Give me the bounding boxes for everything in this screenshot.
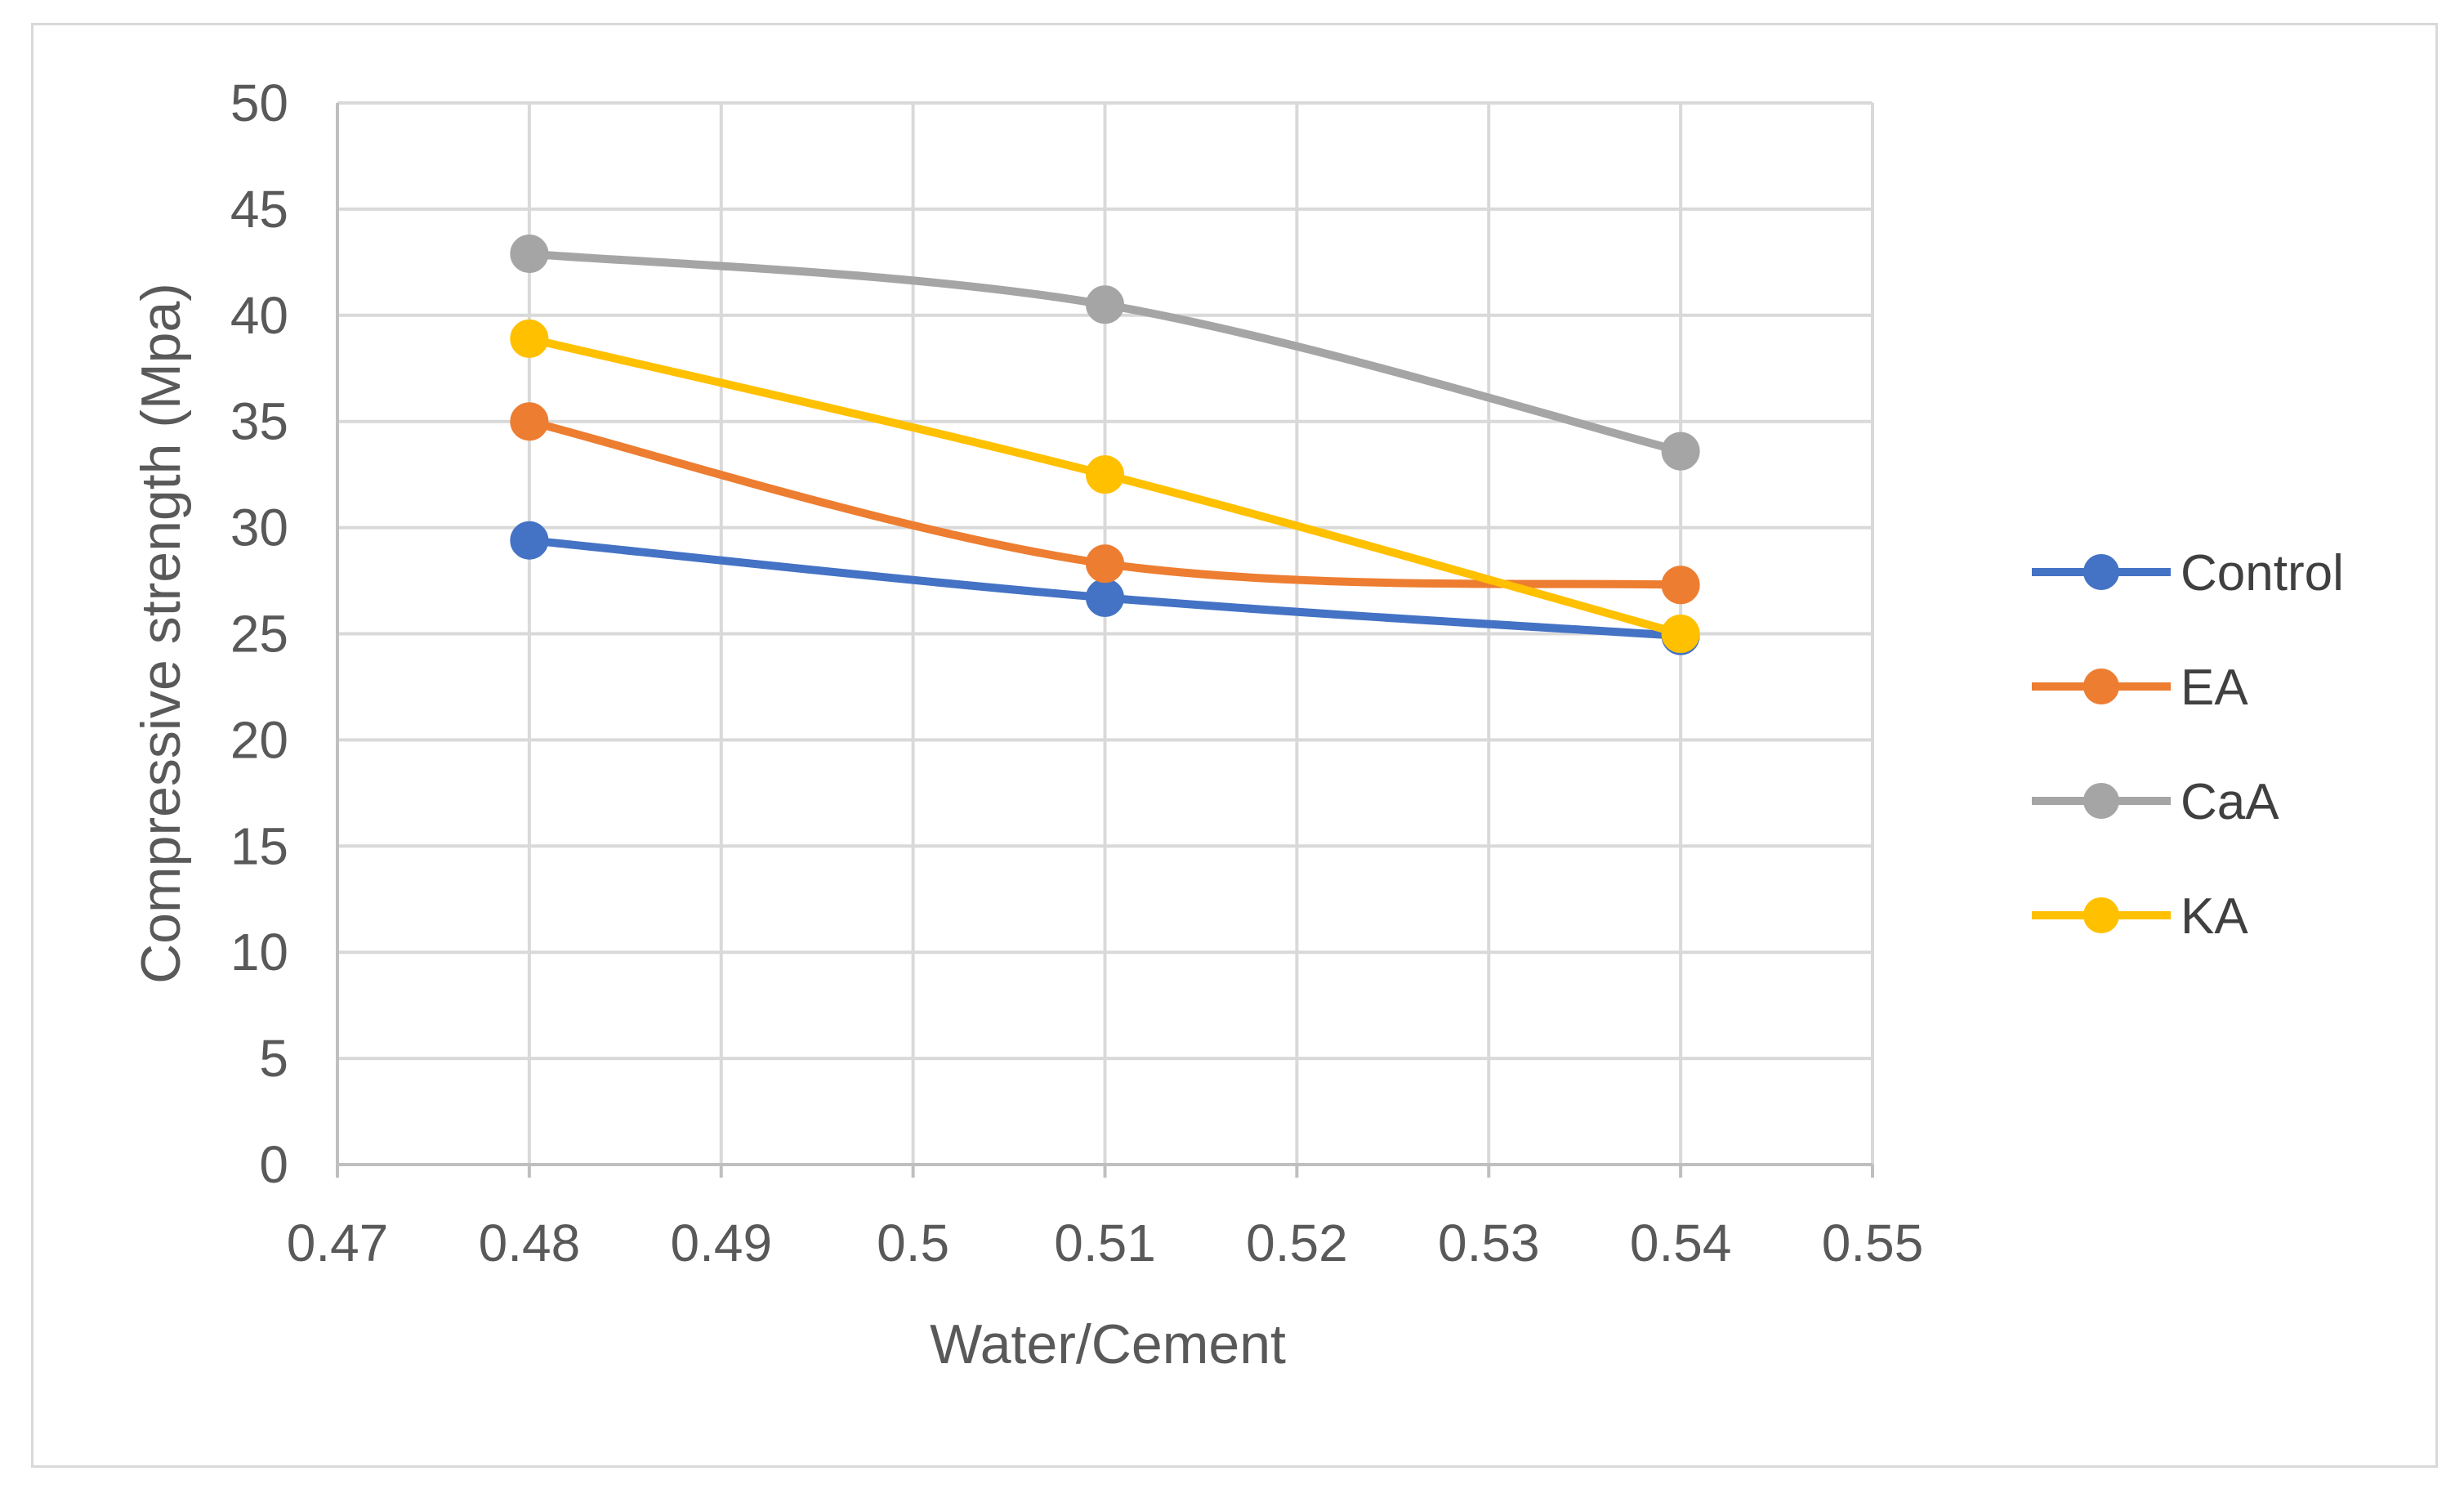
x-tick-label: 0.47 xyxy=(287,1214,389,1272)
axes: 0 5 10 15 20 25 30 35 40 45 50 0.47 0.48 0.49 0.5 0.51 0… xyxy=(230,74,1923,1272)
y-tick-label: 35 xyxy=(230,392,288,451)
data-point-ka xyxy=(510,319,549,358)
x-tick-label: 0.51 xyxy=(1054,1214,1156,1272)
series-layer xyxy=(510,234,1700,655)
data-point-ea xyxy=(510,402,549,441)
data-point-ea xyxy=(1086,544,1124,584)
y-tick-label: 20 xyxy=(230,710,288,769)
x-tick-label: 0.48 xyxy=(479,1214,581,1272)
y-tick-label: 15 xyxy=(230,816,288,875)
legend-label-ea: EA xyxy=(2181,660,2248,716)
x-tick-label: 0.5 xyxy=(877,1214,949,1272)
y-tick-label: 25 xyxy=(230,605,288,664)
x-tick-label: 0.53 xyxy=(1438,1214,1540,1272)
data-point-ka xyxy=(1086,455,1124,494)
legend-marker-ka xyxy=(2083,897,2119,933)
data-point-control xyxy=(510,521,549,560)
data-point-caa xyxy=(1086,285,1124,324)
data-point-ka xyxy=(1661,615,1700,653)
data-point-control xyxy=(1086,578,1124,617)
data-point-ea xyxy=(1661,566,1700,605)
data-point-caa xyxy=(1661,432,1700,471)
x-tick-label: 0.49 xyxy=(670,1214,772,1272)
legend: Control EA CaA KA xyxy=(2032,545,2344,945)
legend-marker-ea xyxy=(2083,669,2119,704)
grid xyxy=(337,101,1874,1165)
legend-marker-control xyxy=(2083,554,2119,590)
legend-label-control: Control xyxy=(2181,545,2344,601)
data-point-caa xyxy=(510,234,549,273)
y-tick-label: 10 xyxy=(230,923,288,982)
y-tick-label: 45 xyxy=(230,180,288,239)
y-tick-label: 30 xyxy=(230,499,288,557)
y-tick-label: 50 xyxy=(230,74,288,132)
y-axis-title: Compressive strength (Mpa) xyxy=(130,283,192,984)
y-tick-label: 40 xyxy=(230,286,288,345)
legend-marker-caa xyxy=(2083,783,2119,819)
y-tick-label: 0 xyxy=(259,1135,288,1194)
x-tick-label: 0.52 xyxy=(1246,1214,1348,1272)
legend-label-ka: KA xyxy=(2181,888,2248,945)
x-tick-label: 0.55 xyxy=(1822,1214,1924,1272)
chart-area xyxy=(31,23,2438,1468)
legend-label-caa: CaA xyxy=(2181,774,2279,830)
y-tick-label: 5 xyxy=(259,1029,288,1088)
x-tick-label: 0.54 xyxy=(1630,1214,1732,1272)
x-axis-title: Water/Cement xyxy=(930,1313,1286,1375)
